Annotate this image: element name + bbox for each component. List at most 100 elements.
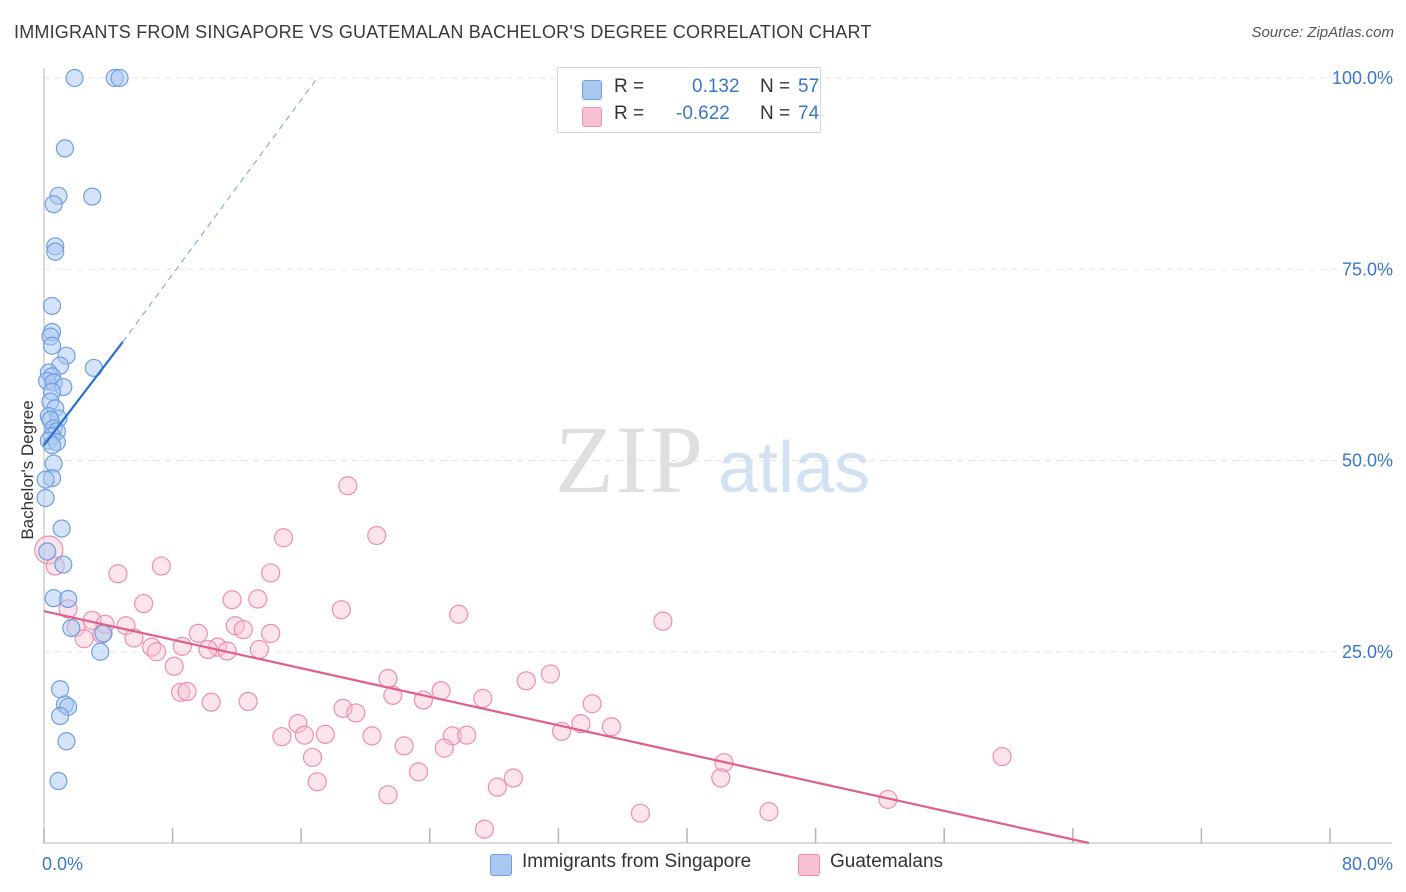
singapore-point — [84, 358, 103, 378]
y-tick-label: 25.0% — [1342, 642, 1393, 662]
guatemalans-point — [378, 668, 398, 689]
y-axis-label: Bachelor's Degree — [18, 400, 37, 539]
guatemalans-point — [473, 688, 493, 709]
guatemalans-point — [503, 768, 523, 788]
guatemalans-point — [540, 664, 560, 684]
singapore-point — [57, 732, 76, 751]
guatemalans-point — [434, 738, 454, 758]
legend-swatch-guatemalans — [582, 107, 602, 127]
singapore-point — [50, 706, 70, 726]
guatemalans-point — [108, 564, 128, 584]
singapore-point — [44, 195, 63, 214]
guatemalans-point — [177, 681, 197, 702]
singapore-point — [62, 618, 81, 638]
guatemalans-point — [394, 736, 414, 756]
guatemalans-point — [516, 671, 536, 691]
guatemalans-point — [134, 593, 154, 614]
guatemalans-point — [164, 656, 184, 676]
singapore-point — [54, 555, 73, 574]
legend-r-value: 0.132 — [692, 76, 740, 97]
guatemalans-point — [302, 747, 323, 767]
singapore-point — [42, 296, 62, 316]
guatemalans-points — [34, 476, 1012, 839]
guatemalans-point — [362, 726, 382, 746]
singapore-point — [42, 436, 62, 455]
singapore-trend-line — [43, 341, 124, 446]
source-label: Source: ZipAtlas.com — [1251, 24, 1394, 41]
guatemalans-point — [449, 604, 469, 624]
guatemalans-point — [457, 725, 477, 745]
legend-label: Immigrants from Singapore — [522, 851, 752, 872]
guatemalans-point — [249, 639, 270, 660]
guatemalans-point — [288, 714, 308, 734]
singapore-point — [42, 336, 62, 355]
guatemalans-point — [338, 476, 358, 496]
guatemalans-point — [233, 619, 253, 640]
gridlines — [44, 77, 1392, 653]
axes — [43, 68, 1392, 844]
watermark: ZIP atlas — [555, 406, 870, 513]
legend-n-label: N = — [760, 76, 791, 97]
guatemalans-point — [331, 600, 351, 620]
watermark-zip: ZIP — [555, 406, 705, 513]
guatemalans-point — [653, 611, 673, 631]
guatemalans-point — [294, 725, 315, 745]
legend-swatch-singapore — [582, 80, 602, 100]
y-tick-label: 50.0% — [1342, 451, 1393, 471]
chart-title: IMMIGRANTS FROM SINGAPORE VS GUATEMALAN … — [14, 22, 872, 42]
guatemalans-point — [333, 698, 353, 718]
singapore-point — [55, 139, 74, 158]
guatemalans-point — [346, 703, 366, 723]
legend-r-label: R = — [614, 76, 645, 97]
guatemalans-point — [201, 692, 221, 712]
singapore-point — [94, 624, 113, 643]
singapore-point — [52, 519, 71, 538]
singapore-point — [49, 771, 68, 791]
guatemalans-point — [759, 802, 779, 822]
singapore-point — [91, 642, 110, 661]
guatemalans-point — [992, 746, 1012, 767]
legend-n-value: 57 — [798, 76, 820, 97]
guatemalans-point — [222, 590, 242, 610]
guatemalans-point — [146, 642, 167, 662]
guatemalans-point — [582, 694, 602, 714]
singapore-point — [36, 470, 55, 489]
guatemalans-point — [261, 623, 281, 643]
legend-r-label: R = — [614, 103, 645, 124]
guatemalans-point — [711, 768, 731, 788]
x-tick-label: 0.0% — [42, 854, 83, 874]
singapore-point — [110, 68, 129, 88]
legend-n-value: 74 — [798, 103, 820, 124]
y-tick-label: 100.0% — [1332, 68, 1393, 88]
y-tick-label: 75.0% — [1342, 259, 1393, 279]
singapore-point — [38, 542, 57, 561]
legend-swatch — [798, 854, 820, 876]
singapore-point — [59, 589, 78, 609]
tick-labels: 25.0% 50.0% 75.0% 100.0% 0.0% 80.0% — [42, 68, 1393, 874]
guatemalans-point — [261, 563, 281, 583]
guatemalans-point — [74, 629, 94, 649]
singapore-point — [65, 68, 84, 88]
singapore-point — [36, 488, 55, 508]
guatemalans-point — [571, 714, 591, 734]
guatemalans-point — [238, 691, 258, 712]
watermark-atlas: atlas — [718, 428, 870, 508]
correlation-legend: R = 0.132 N = 57 R = -0.622 N = 74 — [557, 67, 821, 133]
guatemalans-point — [188, 623, 208, 643]
guatemalans-point — [378, 785, 398, 805]
guatemalans-point — [630, 803, 650, 823]
guatemalans-point — [248, 589, 268, 609]
guatemalans-point — [601, 717, 622, 737]
singapore-trend-extension — [122, 77, 318, 343]
singapore-points — [36, 68, 129, 791]
singapore-point — [46, 242, 65, 261]
guatemalans-point — [171, 682, 191, 702]
guatemalans-point — [124, 628, 144, 648]
guatemalans-point — [383, 685, 403, 705]
guatemalans-point — [408, 762, 429, 782]
singapore-point — [50, 680, 70, 699]
legend-r-value: -0.622 — [676, 103, 730, 124]
legend-label: Guatemalans — [830, 851, 944, 872]
trend-lines — [43, 77, 1090, 845]
